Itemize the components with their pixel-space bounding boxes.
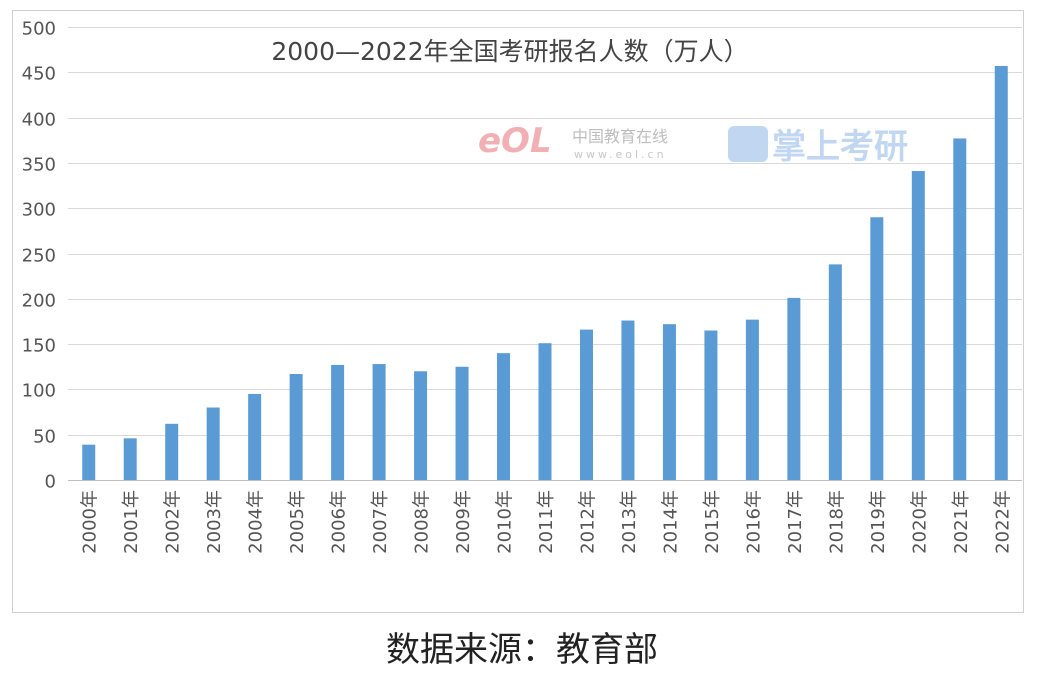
bar-2000年 (82, 444, 96, 480)
bar-2009年 (455, 366, 469, 480)
x-tick-label: 2004年 (246, 490, 267, 554)
y-tick-label: 100 (22, 381, 56, 402)
x-tick-label: 2022年 (992, 490, 1013, 554)
bar-2010年 (497, 353, 511, 480)
app-name: 掌上考研 (772, 127, 908, 167)
bar-2015年 (704, 330, 718, 480)
x-tick-label: 2020年 (909, 490, 930, 554)
bar-2022年 (994, 65, 1008, 480)
bar-2008年 (414, 371, 428, 480)
x-tick-label: 2019年 (868, 490, 889, 554)
x-tick-label: 2015年 (702, 490, 723, 554)
x-tick-label: 2014年 (660, 490, 681, 554)
y-tick-label: 200 (22, 291, 56, 312)
watermark: eOL 中国教育在线 www.eol.cn 掌上考研 (478, 121, 908, 167)
bar-2005年 (289, 373, 303, 480)
x-tick-label: 2001年 (121, 490, 142, 554)
bar-2020年 (911, 171, 925, 480)
y-tick-label: 500 (22, 19, 56, 40)
x-tick-label: 2002年 (163, 490, 184, 554)
y-tick-label: 350 (22, 155, 56, 176)
y-tick-label: 400 (22, 110, 56, 131)
data-source: 数据来源：教育部 (386, 630, 658, 670)
x-tick-label: 2017年 (785, 490, 806, 554)
x-tick-label: 2006年 (329, 490, 350, 554)
bar-2016年 (745, 319, 759, 480)
bar-2013年 (621, 320, 635, 480)
x-tick-label: 2000年 (80, 490, 101, 554)
y-tick-label: 0 (45, 472, 56, 493)
y-tick-label: 250 (22, 246, 56, 267)
bar-2011年 (538, 343, 552, 480)
x-tick-label: 2008年 (412, 490, 433, 554)
x-tick-label: 2010年 (495, 490, 516, 554)
x-tick-label: 2018年 (826, 490, 847, 554)
bar-2018年 (828, 264, 842, 480)
bar-2006年 (331, 364, 345, 480)
y-tick-label: 50 (33, 427, 56, 448)
bar-2004年 (248, 393, 262, 480)
bar-2017年 (787, 297, 801, 480)
y-tick-label: 300 (22, 200, 56, 221)
x-tick-label: 2021年 (951, 490, 972, 554)
eol-url: www.eol.cn (574, 148, 667, 161)
x-tick-label: 2011年 (536, 490, 557, 554)
chart-frame (12, 10, 1024, 613)
bar-chart: 0 50 100 150 200 250 300 350 400 450 500 2000年 2001… (12, 10, 1024, 613)
y-tick-label: 450 (22, 64, 56, 85)
x-tick-label: 2005年 (287, 490, 308, 554)
x-tick-label: 2003年 (204, 490, 225, 554)
bar-2001年 (123, 438, 137, 480)
bar-2021年 (953, 138, 967, 481)
bar-2003年 (206, 407, 220, 480)
bar-2019年 (870, 217, 884, 480)
bar-2007年 (372, 364, 386, 480)
eol-logo: eOL (478, 121, 552, 161)
bar-2012年 (579, 329, 593, 480)
bar-2002年 (165, 423, 179, 480)
x-tick-label: 2007年 (370, 490, 391, 554)
y-tick-label: 150 (22, 336, 56, 357)
bar-2014年 (662, 324, 676, 480)
chart-title: 2000—2022年全国考研报名人数（万人） (271, 37, 748, 66)
x-tick-label: 2012年 (577, 490, 598, 554)
x-tick-label: 2009年 (453, 490, 474, 554)
graduation-cap-icon (728, 126, 768, 162)
x-tick-label: 2016年 (743, 490, 764, 554)
x-tick-label: 2013年 (619, 490, 640, 554)
eol-name: 中国教育在线 (572, 127, 668, 146)
